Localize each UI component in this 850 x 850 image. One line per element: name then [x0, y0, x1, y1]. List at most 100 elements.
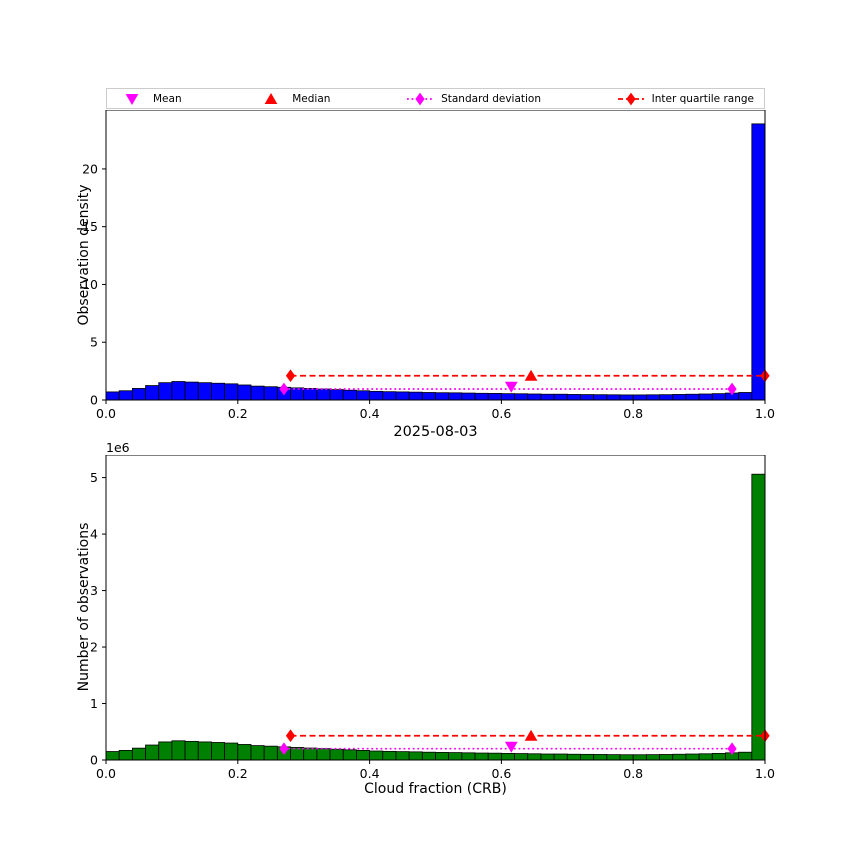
- histogram-bar: [527, 393, 542, 401]
- histogram-bar: [461, 392, 476, 401]
- histogram-bar: [435, 392, 450, 401]
- bottom-histogram-chart: 0.0 0.2 0.4 0.6 0.8 1.0 0 1 2 3 4 5: [90, 455, 775, 781]
- histogram-bar: [250, 385, 265, 401]
- x-tick-label: 0.6: [491, 766, 511, 781]
- histogram-bar: [645, 754, 660, 761]
- histogram-bar: [145, 385, 160, 401]
- histogram-bar: [645, 394, 660, 401]
- bottom-y-axis-label: Number of observations: [76, 522, 92, 692]
- triangle-up-icon: [264, 92, 278, 104]
- histogram-bar: [329, 748, 344, 761]
- histogram-bar: [448, 752, 463, 761]
- histogram-bar: [408, 391, 423, 401]
- x-tick-label: 0.6: [491, 406, 511, 421]
- histogram-bar: [171, 740, 186, 761]
- histogram-bar: [158, 382, 173, 401]
- histogram-bar: [553, 393, 568, 401]
- axes-spines: [105, 110, 766, 401]
- histogram-bar: [751, 473, 766, 761]
- median-marker: [524, 729, 538, 741]
- legend-label: Inter quartile range: [651, 92, 754, 105]
- histogram-bar: [738, 751, 753, 761]
- y-tick-label: 3: [90, 583, 98, 598]
- histogram-bar: [672, 753, 687, 761]
- histogram-bar: [342, 389, 357, 401]
- legend-marker-sample: [264, 92, 278, 104]
- histogram-bar: [211, 382, 226, 401]
- histogram-bar: [395, 751, 410, 761]
- histogram-bar: [303, 747, 318, 761]
- histogram-bar: [593, 394, 608, 401]
- histogram-bar: [672, 394, 687, 401]
- y-tick-label: 0: [90, 753, 98, 768]
- histogram-bar: [290, 387, 305, 401]
- histogram-bar: [105, 391, 120, 401]
- histogram-bar: [329, 389, 344, 401]
- x-tick-label: 0.2: [228, 766, 248, 781]
- histogram-bar: [487, 393, 502, 401]
- histogram-bar: [395, 391, 410, 401]
- x-tick-label: 0.8: [623, 406, 643, 421]
- y-tick-label: 2: [90, 640, 98, 655]
- legend-marker-sample: [415, 92, 425, 105]
- histogram-bar: [131, 747, 146, 761]
- histogram-bar: [487, 752, 502, 761]
- histogram-bar: [421, 392, 436, 401]
- histogram-bar: [382, 391, 397, 401]
- histogram-bar: [369, 750, 384, 761]
- histogram-bar: [514, 753, 529, 761]
- histogram-bar: [356, 390, 371, 401]
- histogram-bar: [500, 393, 515, 401]
- y-tick-label: 15: [82, 219, 98, 234]
- histogram-bar: [145, 744, 160, 761]
- axes-spines: [105, 455, 766, 761]
- histogram-bar: [435, 752, 450, 761]
- histogram-bar: [184, 740, 199, 761]
- histogram-bar: [527, 753, 542, 761]
- top-histogram-chart: 0.0 0.2 0.4 0.6 0.8 1.0 0 5 10 15 20: [82, 110, 775, 421]
- histogram-bar: [184, 381, 199, 401]
- histogram-bar: [408, 751, 423, 761]
- y-axis-offset-text: 1e6: [106, 440, 130, 455]
- histogram-bar: [659, 394, 674, 401]
- histogram-bar: [237, 384, 252, 401]
- x-tick-label: 0.4: [360, 406, 380, 421]
- histogram-bar: [632, 754, 647, 761]
- histogram-bar: [171, 381, 186, 401]
- diamond-icon: [617, 92, 644, 105]
- top-y-axis-label: Observation density: [76, 184, 92, 326]
- histogram-bar: [303, 388, 318, 401]
- iqr-left-marker: [285, 369, 296, 383]
- legend-entry-inter-quartile-range: Inter quartile range: [616, 92, 754, 106]
- y-tick-label: 5: [90, 470, 98, 485]
- histogram-bar: [421, 751, 436, 761]
- std-left-marker: [279, 742, 289, 756]
- histogram-bar: [698, 753, 713, 761]
- x-tick-label: 1.0: [755, 766, 775, 781]
- legend-label: Median: [292, 92, 331, 105]
- legend: Mean Median Standard deviation Inter quarti…: [106, 88, 765, 109]
- histogram-bar: [540, 753, 555, 761]
- triangle-down-icon: [125, 93, 139, 105]
- x-tick-label: 0.0: [96, 406, 116, 421]
- histogram-bar: [131, 388, 146, 401]
- histogram-bar: [580, 753, 595, 761]
- y-tick-label: 0: [90, 393, 98, 408]
- histogram-bar: [197, 741, 212, 761]
- legend-label: Mean: [153, 92, 182, 105]
- histogram-bar: [461, 752, 476, 761]
- histogram-bar: [224, 742, 239, 761]
- x-tick-label: 1.0: [755, 406, 775, 421]
- histogram-bar: [290, 747, 305, 761]
- chart-title: 2025-08-03: [393, 424, 478, 440]
- histogram-bar: [158, 741, 173, 761]
- histogram-bar: [566, 753, 581, 761]
- histogram-bar: [118, 749, 133, 761]
- std-left-marker: [279, 382, 289, 396]
- histogram-bar: [619, 394, 634, 401]
- histogram-bar: [580, 394, 595, 401]
- histogram-bar: [197, 382, 212, 401]
- std-right-marker: [727, 742, 737, 756]
- histogram-bar: [606, 754, 621, 761]
- legend-marker-sample: [125, 93, 139, 105]
